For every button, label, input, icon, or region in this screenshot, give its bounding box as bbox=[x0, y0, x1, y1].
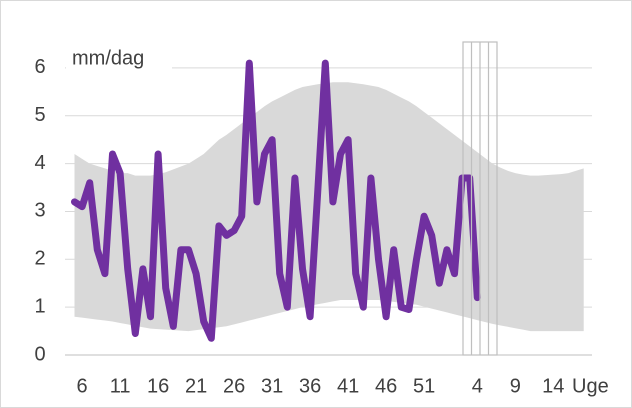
y-tick-label: 0 bbox=[34, 343, 45, 365]
x-axis-label: Uge bbox=[572, 375, 609, 397]
data-line bbox=[71, 59, 481, 342]
x-tick-label: 6 bbox=[77, 375, 88, 397]
x-tick-label: 4 bbox=[472, 375, 483, 397]
label-background bbox=[66, 44, 172, 74]
x-tick-label: 9 bbox=[510, 375, 521, 397]
x-tick-label: 31 bbox=[261, 375, 283, 397]
x-tick-label: 11 bbox=[110, 375, 131, 397]
x-tick-label: 14 bbox=[542, 375, 564, 397]
y-axis-label: mm/dag bbox=[72, 47, 144, 69]
y-tick-label: 3 bbox=[34, 200, 45, 222]
x-tick-label: 36 bbox=[299, 375, 321, 397]
x-tick-label: 51 bbox=[413, 375, 435, 397]
x-tick-label: 16 bbox=[147, 375, 169, 397]
y-tick-label: 4 bbox=[34, 152, 45, 174]
highlight-weeks bbox=[462, 41, 498, 356]
y-tick-label: 2 bbox=[34, 248, 45, 270]
x-tick-label: 46 bbox=[375, 375, 397, 397]
y-tick-label: 6 bbox=[34, 56, 45, 78]
x-tick-label: 41 bbox=[337, 375, 359, 397]
x-tick-label: 26 bbox=[223, 375, 245, 397]
y-tick-label: 1 bbox=[34, 295, 45, 317]
x-tick-label: 21 bbox=[185, 375, 207, 397]
y-tick-label: 5 bbox=[34, 104, 45, 126]
